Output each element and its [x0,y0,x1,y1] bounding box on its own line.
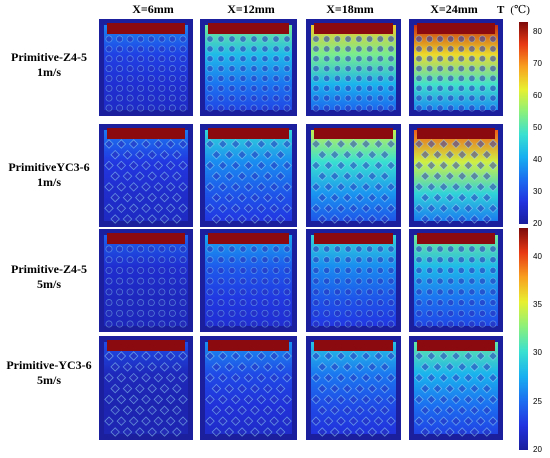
heat-source-block [208,233,289,244]
contour-panel [99,229,193,332]
colorbar-title: T (℃) [497,3,530,16]
heat-source-block [417,340,495,351]
fin-pattern [415,35,497,112]
heat-source-block [314,233,393,244]
row-label-geometry: Primitive-Z4-5 [11,50,87,64]
heat-source-block [417,128,495,139]
contour-panel [306,19,401,116]
colorbar-tick-label: 20 [533,445,542,454]
fin-pattern [104,139,188,224]
heat-source-block [107,128,185,139]
contour-panel [306,229,401,332]
colorbar-tick-label: 40 [533,251,542,261]
contour-panel [200,19,297,116]
contour-panel [409,336,503,440]
heat-source-block [208,340,289,351]
colorbar-tick-label: 20 [533,219,542,228]
contour-panel [306,124,401,227]
column-header-x12: X=12mm [227,2,275,16]
fin-pattern [105,245,187,328]
colorbar-tick-label: 30 [533,186,542,196]
colorbar-tick-label: 30 [533,348,542,358]
fin-pattern [205,139,292,224]
contour-panel [200,124,297,227]
contour-panel [306,336,401,440]
colorbar-tick-label: 50 [533,122,542,132]
fin-pattern [311,139,396,224]
fin-pattern [312,35,395,112]
contour-panel [99,19,193,116]
heat-source-block [107,340,185,351]
fin-pattern [206,245,291,328]
fin-pattern [206,35,291,112]
row-label-velocity: 5m/s [37,373,61,387]
contour-panel [99,336,193,440]
row-label-velocity: 1m/s [37,175,61,189]
column-header-x24: X=24mm [430,2,478,16]
fin-pattern [105,35,187,112]
row-label-z4-5-5ms: Primitive-Z4-5 5m/s [0,262,98,292]
contour-panel [99,124,193,227]
colorbar-tick-label: 60 [533,90,542,100]
colorbar-tick-label: 80 [533,26,542,36]
colorbar-top [519,22,528,224]
contour-panel [200,336,297,440]
column-header-x18: X=18mm [326,2,374,16]
row-label-yc3-6-5ms: Primitive-YC3-6 5m/s [0,358,98,388]
colorbar-tick-label: 35 [533,300,542,310]
colorbar-symbol: T [497,4,505,16]
column-header-x6: X=6mm [132,2,174,16]
heat-source-block [107,23,185,34]
contour-panel [409,124,503,227]
contour-panel [409,19,503,116]
row-label-z4-5-1ms: Primitive-Z4-5 1m/s [0,50,98,80]
fin-pattern [414,139,498,224]
row-label-geometry: PrimitiveYC3-6 [8,160,90,174]
heat-source-block [314,23,393,34]
row-label-geometry: Primitive-Z4-5 [11,262,87,276]
row-label-velocity: 1m/s [37,65,61,79]
contour-panel [200,229,297,332]
colorbar-bottom [519,228,528,450]
row-label-velocity: 5m/s [37,277,61,291]
heat-source-block [417,233,495,244]
fin-pattern [104,351,188,437]
heat-source-block [107,233,185,244]
heat-source-block [417,23,495,34]
colorbar-unit: (℃) [510,4,530,16]
colorbar-tick-label: 70 [533,58,542,68]
heat-source-block [314,340,393,351]
heat-source-block [314,128,393,139]
heat-source-block [208,128,289,139]
fin-pattern [311,351,396,437]
colorbar-tick-label: 40 [533,154,542,164]
heat-source-block [208,23,289,34]
fin-pattern [205,351,292,437]
fin-pattern [414,351,498,437]
row-label-yc3-6-1ms: PrimitiveYC3-6 1m/s [0,160,98,190]
row-label-geometry: Primitive-YC3-6 [6,358,92,372]
fin-pattern [415,245,497,328]
colorbar-tick-label: 25 [533,396,542,406]
fin-pattern [312,245,395,328]
contour-panel [409,229,503,332]
